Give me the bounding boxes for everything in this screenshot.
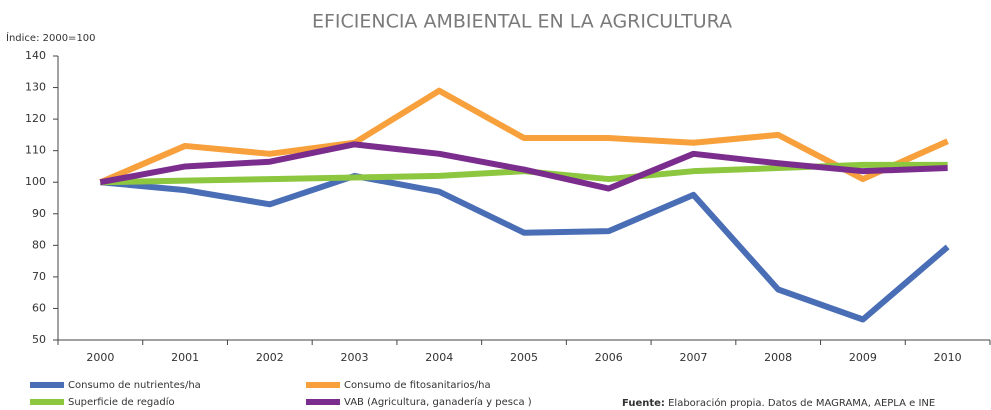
- y-tick-label: 80: [32, 238, 46, 251]
- x-tick-label: 2008: [764, 351, 792, 364]
- x-tick-label: 2002: [256, 351, 284, 364]
- y-tick-label: 110: [25, 144, 46, 157]
- legend-label: Superficie de regadío: [68, 396, 175, 408]
- legend-swatch: [306, 399, 340, 405]
- series-line: [99, 87, 949, 185]
- source: Fuente: Elaboración propia. Datos de MAG…: [622, 397, 935, 409]
- source-text: Elaboración propia. Datos de MAGRAMA, AE…: [668, 397, 935, 409]
- source-label: Fuente:: [622, 398, 665, 409]
- y-tick-label: 120: [25, 112, 46, 125]
- legend-swatch: [30, 382, 64, 388]
- x-tick-label: 2001: [171, 351, 199, 364]
- chart-title: EFICIENCIA AMBIENTAL EN LA AGRICULTURA: [312, 11, 732, 33]
- series-line: [100, 172, 950, 323]
- y-tick-label: 60: [32, 301, 46, 314]
- y-axis-label: Índice: 2000=100: [6, 31, 96, 44]
- x-tick-label: 2007: [679, 351, 707, 364]
- legend-label: VAB (Agricultura, ganadería y pesca ): [344, 396, 532, 408]
- legend-swatch: [30, 399, 64, 405]
- y-tick-label: 90: [32, 207, 46, 220]
- x-tick-label: 2009: [849, 351, 877, 364]
- y-tick-label: 140: [25, 49, 46, 62]
- y-tick-label: 50: [32, 333, 46, 346]
- legend-label: Consumo de fitosanitarios/ha: [344, 380, 491, 391]
- y-tick-label: 100: [25, 175, 46, 188]
- y-tick-label: 70: [32, 270, 46, 283]
- x-tick-label: 2010: [934, 351, 962, 364]
- x-tick-label: 2005: [510, 351, 538, 364]
- x-tick-label: 2004: [425, 351, 453, 364]
- y-tick-label: 130: [25, 81, 46, 94]
- legend-swatch: [306, 382, 340, 388]
- x-tick-label: 2000: [86, 351, 114, 364]
- series-line: [99, 141, 948, 192]
- x-tick-label: 2003: [341, 351, 369, 364]
- x-tick-label: 2006: [595, 351, 623, 364]
- legend-label: Consumo de nutrientes/ha: [68, 380, 201, 391]
